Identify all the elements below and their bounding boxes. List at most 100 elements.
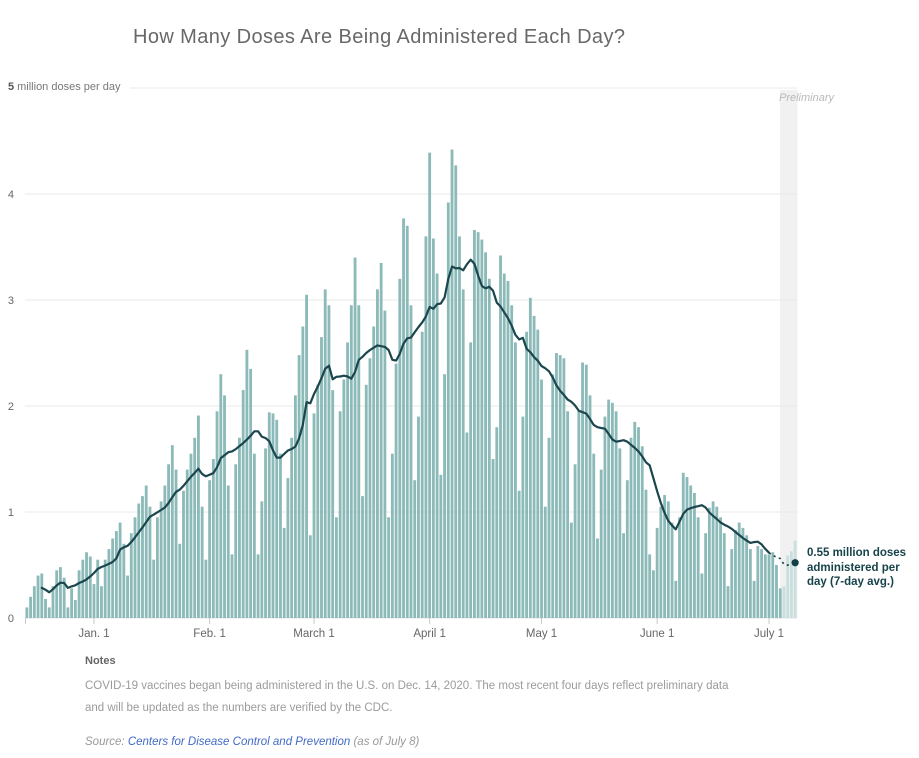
daily-dose-bar: [793, 540, 797, 618]
daily-dose-bar: [484, 252, 488, 619]
daily-dose-bar: [528, 297, 532, 618]
daily-dose-bar: [476, 232, 480, 618]
daily-dose-bar: [40, 573, 44, 618]
y-tick-label: 4: [8, 189, 14, 201]
daily-dose-bar: [543, 506, 547, 618]
daily-dose-bar: [271, 413, 275, 618]
daily-dose-bar: [569, 522, 573, 618]
daily-dose-bar: [577, 411, 581, 618]
daily-dose-bar: [614, 411, 618, 618]
daily-dose-bar: [133, 517, 137, 618]
cdc-source-link[interactable]: Centers for Disease Control and Preventi…: [127, 736, 351, 748]
daily-dose-bar: [364, 384, 368, 618]
daily-dose-bar: [424, 236, 428, 618]
daily-dose-bar: [111, 538, 115, 618]
daily-dose-bar: [249, 368, 253, 618]
daily-dose-bar: [435, 273, 439, 618]
daily-dose-bar: [506, 280, 510, 618]
daily-dose-bar: [200, 506, 204, 618]
daily-dose-bar: [409, 305, 413, 618]
daily-dose-bar: [215, 411, 219, 618]
daily-dose-bar: [148, 506, 152, 618]
daily-dose-bar: [245, 349, 249, 618]
daily-dose-bar: [737, 522, 741, 618]
daily-dose-bar: [81, 559, 85, 618]
daily-dose-bar: [320, 337, 323, 618]
daily-dose-bar: [741, 527, 745, 618]
daily-dose-bar: [517, 490, 521, 618]
daily-dose-bar: [238, 437, 241, 618]
daily-dose-bar: [502, 273, 506, 618]
daily-dose-bar: [349, 305, 353, 618]
daily-dose-bar: [193, 437, 197, 618]
daily-dose-bar: [722, 533, 726, 618]
y-tick-label: 3: [8, 295, 14, 307]
daily-dose-bar: [532, 315, 536, 618]
daily-dose-bar: [51, 586, 55, 618]
daily-dose-bar: [763, 554, 767, 618]
daily-dose-bar: [693, 492, 696, 618]
daily-dose-bar: [584, 364, 588, 618]
daily-dose-bar: [771, 552, 775, 618]
daily-dose-bar: [297, 355, 301, 618]
daily-dose-bar: [346, 342, 350, 618]
daily-dose-bar: [92, 584, 96, 618]
daily-dose-bar: [372, 326, 376, 618]
daily-dose-bar: [275, 419, 279, 618]
daily-dose-bar: [588, 395, 592, 618]
daily-dose-bar: [562, 358, 566, 618]
daily-dose-bar: [316, 384, 320, 618]
daily-dose-bar: [88, 556, 92, 618]
daily-dose-bar: [331, 390, 335, 618]
daily-dose-bar: [182, 490, 185, 618]
daily-dose-bar: [70, 588, 74, 618]
x-tick-label: May 1: [526, 628, 557, 640]
daily-dose-bar: [73, 599, 77, 618]
daily-dose-bar: [566, 411, 570, 618]
daily-dose-bar: [170, 445, 174, 618]
daily-dose-bar: [197, 415, 200, 618]
daily-dose-bar: [726, 586, 730, 618]
daily-dose-bar: [141, 496, 144, 618]
y-tick-label: 2: [8, 401, 14, 413]
daily-dose-bar: [234, 464, 238, 618]
daily-dose-bar: [719, 517, 722, 618]
daily-dose-bar: [674, 580, 678, 618]
daily-dose-bar: [338, 411, 342, 618]
daily-dose-bar: [625, 480, 629, 618]
daily-dose-bar: [547, 437, 551, 618]
daily-dose-bar: [681, 472, 685, 618]
x-tick-label: Jan. 1: [78, 628, 109, 640]
daily-dose-bar: [66, 607, 70, 618]
daily-dose-bar: [525, 331, 529, 618]
daily-dose-bar: [114, 531, 118, 618]
daily-dose-bar: [211, 459, 215, 618]
daily-dose-bar: [44, 598, 47, 618]
daily-dose-bar: [152, 559, 156, 618]
daily-dose-bar: [760, 549, 763, 618]
daily-dose-bar: [607, 399, 611, 618]
x-tick-label: June 1: [640, 628, 675, 640]
daily-dose-bar: [290, 437, 294, 618]
daily-dose-bar: [62, 577, 66, 618]
daily-dose-bar: [428, 152, 432, 618]
daily-dose-bar: [469, 342, 473, 618]
daily-dose-bar: [282, 527, 286, 618]
daily-dose-bar: [752, 580, 756, 618]
daily-dose-bar: [118, 522, 122, 618]
notes-body: COVID-19 vaccines began being administer…: [85, 680, 729, 714]
daily-dose-bar: [633, 421, 637, 618]
daily-dose-bar: [666, 501, 670, 618]
daily-dose-bar: [446, 202, 450, 618]
latest-average-annotation: 0.55 million doses administered per day …: [807, 547, 907, 588]
daily-dose-bar: [293, 395, 297, 618]
daily-dose-bar: [778, 588, 782, 618]
daily-dose-bar: [301, 326, 305, 618]
daily-dose-bar: [622, 533, 625, 618]
daily-dose-bar: [495, 427, 499, 618]
daily-dose-bar: [368, 358, 372, 618]
daily-dose-bar: [353, 257, 357, 618]
daily-dose-bar: [685, 477, 689, 618]
x-tick-label: Feb. 1: [193, 628, 226, 640]
daily-dose-bar: [383, 310, 387, 618]
